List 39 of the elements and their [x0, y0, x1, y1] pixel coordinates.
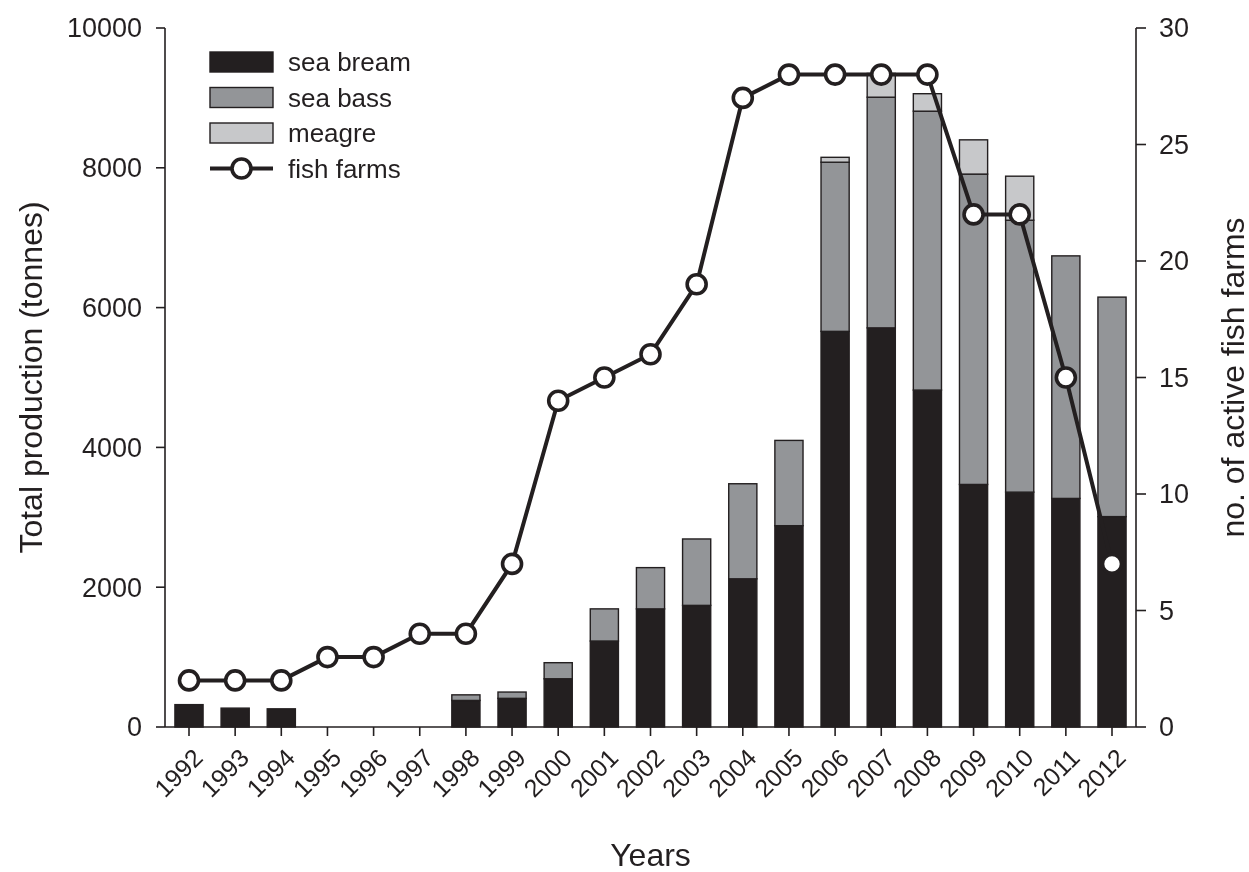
point — [916, 63, 939, 86]
point — [593, 366, 616, 389]
legend-label: sea bass — [288, 82, 393, 113]
point — [777, 63, 801, 86]
point — [731, 86, 755, 110]
y-tick-label: 4000 — [81, 432, 142, 463]
y2-tick-label: 20 — [1159, 246, 1190, 277]
y-tick-label: 2000 — [81, 572, 142, 603]
point — [177, 669, 201, 692]
legend-label: fish farms — [288, 153, 401, 184]
legend-label: meagre — [288, 118, 377, 148]
point — [270, 669, 293, 692]
legend-label: sea bream — [288, 47, 411, 77]
y-axis-title: Total production (tonnes) — [13, 201, 49, 554]
y2-axis-title: no. of active fish farms — [1215, 217, 1249, 538]
point — [1008, 203, 1031, 226]
y-tick-label: 8000 — [81, 153, 142, 184]
y2-tick-label: 5 — [1159, 595, 1175, 626]
y-tick-label: 10000 — [66, 13, 142, 44]
point — [962, 203, 985, 226]
y-tick-label: 0 — [126, 712, 142, 743]
y-tick-label: 6000 — [81, 293, 142, 324]
point — [685, 273, 708, 296]
y2-tick-label: 25 — [1159, 129, 1190, 160]
point — [546, 389, 570, 413]
point — [454, 622, 478, 646]
point — [362, 645, 385, 669]
point — [223, 669, 247, 692]
point — [316, 645, 339, 669]
y2-tick-label: 10 — [1159, 479, 1190, 510]
x-axis-title: Years — [610, 837, 691, 872]
y2-tick-label: 30 — [1159, 13, 1190, 44]
point — [823, 63, 847, 86]
y2-tick-label: 0 — [1159, 712, 1175, 743]
point — [408, 622, 432, 646]
y2-tick-label: 15 — [1159, 362, 1190, 393]
point — [500, 552, 524, 576]
point — [1054, 366, 1078, 389]
point — [639, 342, 662, 366]
